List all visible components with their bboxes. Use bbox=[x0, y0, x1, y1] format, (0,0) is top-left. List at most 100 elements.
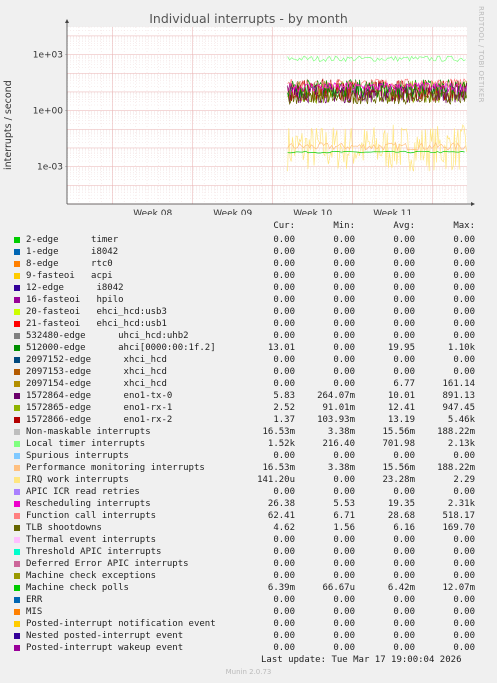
legend-row: 2097153-edge xhci_hcd 0.00 0.00 0.00 0.00 bbox=[14, 367, 489, 379]
legend-row: APIC ICR read retries 0.00 0.00 0.00 0.00 bbox=[14, 487, 489, 499]
legend-value-max: 161.14 bbox=[442, 379, 475, 389]
legend-value-max: 2.13k bbox=[447, 439, 475, 449]
legend-value-cur: 0.00 bbox=[273, 295, 295, 305]
legend-swatch bbox=[14, 633, 20, 639]
legend-row: Threshold APIC interrupts 0.00 0.00 0.00 0.0… bbox=[14, 547, 489, 559]
legend-swatch bbox=[14, 249, 20, 255]
column-header-cur: Cur: bbox=[273, 221, 295, 231]
series-tlb-shootdowns-line bbox=[287, 90, 467, 106]
legend-value-avg: 0.00 bbox=[393, 487, 415, 497]
legend-swatch bbox=[14, 393, 20, 399]
legend-row: Machine check exceptions 0.00 0.00 0.00 0.00 bbox=[14, 571, 489, 583]
legend-value-avg: 0.00 bbox=[393, 247, 415, 257]
legend-value-min: 0.00 bbox=[333, 475, 355, 485]
legend-value-avg: 0.00 bbox=[393, 619, 415, 629]
legend-swatch bbox=[14, 357, 20, 363]
legend-swatch bbox=[14, 285, 20, 291]
legend-swatch bbox=[14, 525, 20, 531]
legend-value-min: 0.00 bbox=[333, 595, 355, 605]
x-tick-label: Week 10 bbox=[293, 209, 332, 215]
legend-value-avg: 0.00 bbox=[393, 367, 415, 377]
legend-label: Nested posted-interrupt event bbox=[26, 631, 184, 641]
legend-value-max: 0.00 bbox=[453, 619, 475, 629]
legend-value-max: 2.31k bbox=[447, 499, 475, 509]
legend-label: 12-edge i8042 bbox=[26, 283, 124, 293]
legend-label: Function call interrupts bbox=[26, 511, 157, 521]
legend-row: 2097154-edge xhci_hcd 0.00 0.00 6.77 161.14 bbox=[14, 379, 489, 391]
legend-value-avg: 12.41 bbox=[387, 403, 415, 413]
legend-value-min: 0.00 bbox=[333, 283, 355, 293]
legend-value-cur: 62.41 bbox=[267, 511, 295, 521]
legend-value-max: 0.00 bbox=[453, 643, 475, 653]
last-update: Last update: Tue Mar 17 19:00:04 2026 bbox=[261, 655, 462, 665]
legend-value-max: 12.07m bbox=[442, 583, 475, 593]
legend-swatch bbox=[14, 297, 20, 303]
legend-value-avg: 6.42m bbox=[387, 583, 415, 593]
legend-value-max: 169.70 bbox=[442, 523, 475, 533]
legend-label: Posted-interrupt notification event bbox=[26, 619, 216, 629]
legend-row: 21-fasteoi ehci_hcd:usb1 0.00 0.00 0.00 0.00 bbox=[14, 319, 489, 331]
legend-label: 532480-edge uhci_hcd:uhb2 bbox=[26, 331, 189, 341]
legend-label: 2097152-edge xhci_hcd bbox=[26, 355, 167, 365]
legend-value-cur: 0.00 bbox=[273, 319, 295, 329]
legend-row: 20-fasteoi ehci_hcd:usb3 0.00 0.00 0.00 0.00 bbox=[14, 307, 489, 319]
legend-row: Function call interrupts 62.41 6.71 28.68 51… bbox=[14, 511, 489, 523]
legend-row: Rescheduling interrupts 26.38 5.53 19.35 2.3… bbox=[14, 499, 489, 511]
legend-label: 1572866-edge eno1-rx-2 bbox=[26, 415, 173, 425]
legend-row: 1-edge i8042 0.00 0.00 0.00 0.00 bbox=[14, 247, 489, 259]
legend-label: Posted-interrupt wakeup event bbox=[26, 643, 184, 653]
legend-row: 12-edge i8042 0.00 0.00 0.00 0.00 bbox=[14, 283, 489, 295]
legend-row: 512000-edge ahci[0000:00:1f.2] 13.01 0.00 1… bbox=[14, 343, 489, 355]
legend-swatch bbox=[14, 441, 20, 447]
legend-value-avg: 28.68 bbox=[387, 511, 415, 521]
legend-value-min: 0.00 bbox=[333, 343, 355, 353]
legend-row: Performance monitoring interrupts 16.53m 3… bbox=[14, 463, 489, 475]
legend-value-cur: 0.00 bbox=[273, 559, 295, 569]
y-tick-label: 1e+03 bbox=[33, 51, 63, 61]
legend-value-avg: 0.00 bbox=[393, 271, 415, 281]
legend-row: 532480-edge uhci_hcd:uhb2 0.00 0.00 0.00 0.0… bbox=[14, 331, 489, 343]
legend-value-cur: 0.00 bbox=[273, 331, 295, 341]
legend-label: ERR bbox=[26, 595, 43, 605]
series-machine-check-polls-line bbox=[287, 150, 465, 154]
legend-value-min: 0.00 bbox=[333, 367, 355, 377]
legend-value-max: 0.00 bbox=[453, 535, 475, 545]
series-perf-monitoring-line bbox=[287, 141, 466, 152]
legend-label: Deferred Error APIC interrupts bbox=[26, 559, 189, 569]
legend-label: Spurious interrupts bbox=[26, 451, 129, 461]
legend-value-cur: 0.00 bbox=[273, 247, 295, 257]
legend-value-min: 0.00 bbox=[333, 247, 355, 257]
legend-label: Performance monitoring interrupts bbox=[26, 463, 205, 473]
series-local-timer-line bbox=[287, 55, 466, 63]
legend-value-cur: 0.00 bbox=[273, 271, 295, 281]
legend-value-cur: 0.00 bbox=[273, 259, 295, 269]
legend-swatch bbox=[14, 429, 20, 435]
legend-row: Thermal event interrupts 0.00 0.00 0.00 0.00 bbox=[14, 535, 489, 547]
legend-value-min: 3.38m bbox=[327, 427, 355, 437]
legend-label: 16-fasteoi hpilo bbox=[26, 295, 124, 305]
legend-value-cur: 0.00 bbox=[273, 367, 295, 377]
legend-value-min: 0.00 bbox=[333, 379, 355, 389]
legend-value-cur: 2.52 bbox=[273, 403, 295, 413]
x-tick-label: Week 11 bbox=[373, 209, 412, 215]
legend-value-cur: 0.00 bbox=[273, 307, 295, 317]
legend-row: 1572866-edge eno1-rx-2 1.37 103.93m 13.19 5.… bbox=[14, 415, 489, 427]
legend-value-min: 0.00 bbox=[333, 619, 355, 629]
legend-value-cur: 6.39m bbox=[267, 583, 295, 593]
legend-swatch bbox=[14, 513, 20, 519]
legend-value-min: 264.07m bbox=[317, 391, 355, 401]
legend-value-min: 91.01m bbox=[322, 403, 355, 413]
x-tick-label: Week 08 bbox=[133, 209, 172, 215]
legend-value-min: 0.00 bbox=[333, 451, 355, 461]
legend-value-cur: 16.53m bbox=[262, 463, 295, 473]
legend-label: 1572864-edge eno1-tx-0 bbox=[26, 391, 173, 401]
legend-swatch bbox=[14, 321, 20, 327]
legend-swatch bbox=[14, 645, 20, 651]
legend-value-max: 0.00 bbox=[453, 283, 475, 293]
chart-title: Individual interrupts - by month bbox=[149, 11, 348, 26]
legend-value-min: 1.56 bbox=[333, 523, 355, 533]
legend-value-avg: 0.00 bbox=[393, 319, 415, 329]
legend-value-cur: 0.00 bbox=[273, 631, 295, 641]
plot-background bbox=[67, 27, 467, 204]
legend-value-max: 518.17 bbox=[442, 511, 475, 521]
